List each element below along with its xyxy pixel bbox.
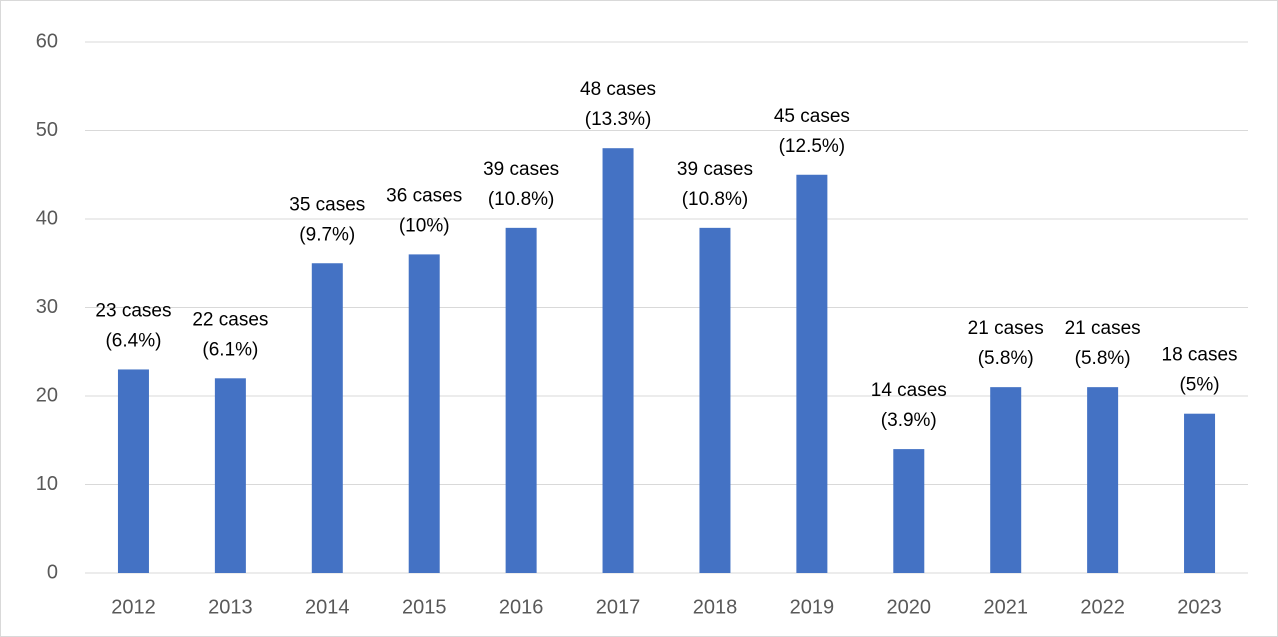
y-tick-label: 30 (36, 296, 58, 318)
data-label: 39 cases (677, 159, 753, 180)
data-label: (5.8%) (978, 348, 1034, 369)
y-tick-label: 20 (36, 384, 58, 406)
data-label: 21 cases (1065, 318, 1141, 339)
bar (214, 378, 246, 573)
x-tick-label: 2018 (693, 596, 738, 618)
y-tick-label: 10 (36, 473, 58, 495)
data-label: (5.8%) (1075, 348, 1131, 369)
data-label: 23 cases (95, 300, 171, 321)
bar (990, 387, 1022, 573)
y-tick-label: 50 (36, 119, 58, 141)
x-tick-label: 2014 (305, 596, 350, 618)
bar (311, 263, 343, 573)
data-label: (9.7%) (299, 224, 355, 245)
data-label: (6.4%) (105, 330, 161, 351)
data-label: (10.8%) (682, 189, 749, 210)
data-label: (6.1%) (202, 339, 258, 360)
x-tick-label: 2017 (596, 596, 641, 618)
bar (505, 227, 537, 573)
data-label: 39 cases (483, 159, 559, 180)
bar (796, 174, 828, 573)
data-label: 14 cases (871, 380, 947, 401)
data-label: 18 cases (1162, 345, 1238, 366)
x-tick-label: 2019 (790, 596, 835, 618)
x-tick-label: 2013 (208, 596, 253, 618)
x-tick-label: 2022 (1080, 596, 1125, 618)
data-label: 45 cases (774, 106, 850, 127)
y-tick-label: 0 (47, 561, 58, 583)
data-label: (3.9%) (881, 410, 937, 431)
x-tick-label: 2023 (1177, 596, 1222, 618)
x-tick-label: 2015 (402, 596, 447, 618)
y-tick-label: 40 (36, 207, 58, 229)
data-label: 36 cases (386, 185, 462, 206)
bar (117, 369, 149, 573)
data-label: (13.3%) (585, 109, 652, 130)
x-tick-label: 2016 (499, 596, 544, 618)
data-label: 22 cases (192, 309, 268, 330)
bar (1087, 387, 1119, 573)
data-label: (12.5%) (779, 136, 846, 157)
x-tick-label: 2012 (111, 596, 156, 618)
data-label: (5%) (1179, 375, 1219, 396)
bar (893, 449, 925, 573)
data-label: (10%) (399, 215, 450, 236)
x-tick-label: 2021 (983, 596, 1028, 618)
data-label: 21 cases (968, 318, 1044, 339)
bar (1184, 413, 1216, 573)
bar (408, 254, 440, 573)
x-tick-label: 2020 (887, 596, 932, 618)
data-label: (10.8%) (488, 189, 555, 210)
data-label: 48 cases (580, 79, 656, 100)
y-tick-label: 60 (36, 30, 58, 52)
bar (602, 148, 634, 573)
data-label: 35 cases (289, 194, 365, 215)
bar (699, 227, 731, 573)
